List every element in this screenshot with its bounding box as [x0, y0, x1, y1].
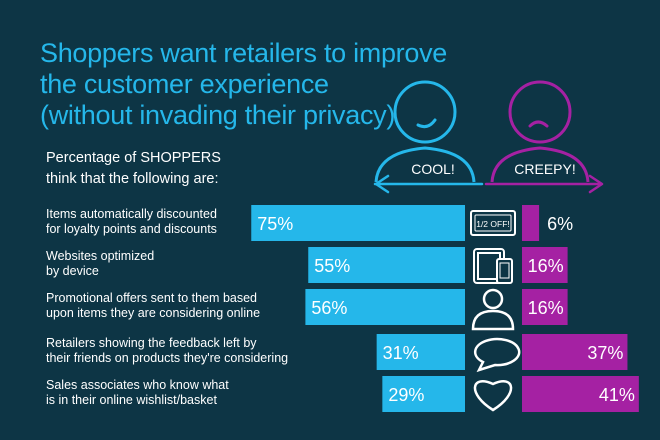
row-label: Retailers showing the feedback left by th… — [46, 336, 288, 365]
row-label-line: for loyalty points and discounts — [46, 221, 217, 236]
creepy-bar — [522, 289, 568, 325]
creepy-value-label: 16% — [528, 298, 564, 318]
subhead-line-2: think that the following are: — [46, 171, 219, 187]
legend-cool: COOL! — [411, 161, 455, 177]
cool-face-icon — [374, 80, 476, 183]
page-title: Shoppers want retailers to improve the c… — [40, 38, 450, 131]
creepy-value-label: 16% — [528, 256, 564, 276]
row-label-line: by device — [46, 263, 99, 278]
devices-icon — [473, 248, 513, 284]
cool-value-label: 56% — [311, 298, 347, 318]
creepy-bar — [522, 247, 568, 283]
cool-bar — [308, 247, 465, 283]
coupon-text: 1/2 OFF! — [476, 219, 510, 229]
heart-icon — [473, 380, 513, 412]
row-label: Sales associates who know what is in thei… — [46, 378, 229, 407]
cool-value-label: 55% — [314, 256, 350, 276]
title-line-3: (without invading their privacy) — [40, 100, 396, 130]
legend-creepy: CREEPY! — [514, 161, 575, 177]
creepy-bar — [522, 334, 628, 370]
title-line-1: Shoppers want retailers to improve — [40, 38, 447, 68]
row-label: Items automatically discounted for loyalt… — [46, 207, 217, 236]
creepy-value-label: 37% — [587, 343, 623, 363]
row-label-line: their friends on products they're consid… — [46, 350, 289, 365]
cool-bar — [305, 289, 465, 325]
row-label-line: Sales associates who know what — [46, 378, 229, 392]
cool-value-label: 29% — [388, 385, 424, 405]
row-label-line: Websites optimized — [46, 249, 155, 263]
creepy-bar — [522, 205, 540, 241]
cool-bar — [251, 205, 465, 241]
row-icons: 1/2 OFF! — [470, 210, 521, 412]
row-label-line: Items automatically discounted — [46, 207, 217, 221]
row-label-line: Promotional offers sent to them based — [46, 291, 257, 305]
subhead-line-1: Percentage of SHOPPERS — [46, 150, 221, 166]
person-icon — [471, 288, 515, 331]
creepy-value-label: 41% — [599, 385, 635, 405]
subheading: Percentage of SHOPPERS think that the fo… — [46, 148, 221, 190]
bars: 75% 6% 55% 16% 56% 16% 31% 37% 29% 41% — [251, 205, 639, 412]
row-label-line: is in their online wishlist/basket — [46, 392, 217, 407]
cool-bar — [376, 334, 465, 370]
creepy-value-label: 6% — [547, 214, 573, 234]
creepy-face-icon — [490, 80, 590, 183]
cool-value-label: 31% — [383, 343, 419, 363]
row-label: Websites optimized by device — [46, 249, 154, 278]
speech-bubble-icon — [473, 337, 521, 373]
title-line-2: the customer experience — [40, 69, 329, 99]
row-label: Promotional offers sent to them based upo… — [46, 291, 260, 320]
faces-illustration: COOL! CREEPY! — [373, 80, 604, 194]
creepy-bar — [522, 376, 639, 412]
coupon-icon: 1/2 OFF! — [470, 210, 516, 236]
cool-creepy-arrow — [373, 174, 604, 194]
row-label-line: upon items they are considering online — [46, 305, 261, 320]
row-label-line: Retailers showing the feedback left by — [46, 336, 257, 350]
cool-value-label: 75% — [257, 214, 293, 234]
cool-bar — [382, 376, 465, 412]
